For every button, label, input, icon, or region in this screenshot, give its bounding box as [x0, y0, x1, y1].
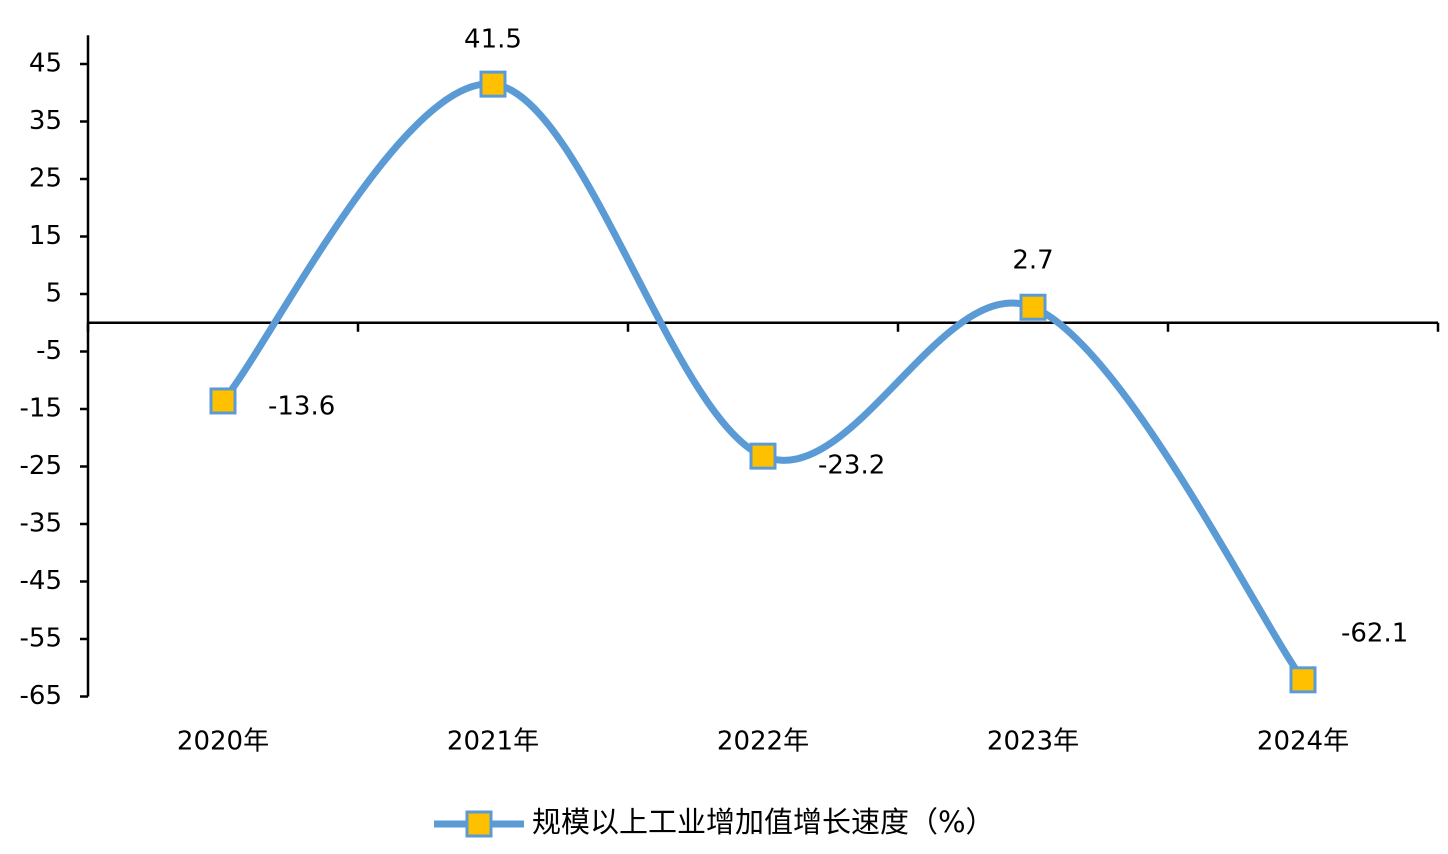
value-label: -23.2: [818, 451, 885, 481]
x-tick-label: 2024年: [1257, 727, 1349, 757]
y-tick-label: -25: [20, 451, 62, 481]
y-tick-label: 15: [29, 221, 62, 251]
legend-marker: [465, 810, 493, 838]
x-tick-label: 2021年: [447, 727, 539, 757]
line: [220, 80, 1306, 682]
marker: [749, 442, 777, 470]
y-tick-label: 35: [29, 106, 62, 136]
y-tick-label: -5: [36, 336, 62, 366]
y-tick-label: 5: [45, 279, 62, 309]
marker: [479, 70, 507, 98]
y-tick-label: -65: [20, 681, 62, 711]
legend-label: 规模以上工业增加值增长速度（%）: [532, 805, 995, 839]
y-tick-label: 25: [29, 164, 62, 194]
value-label: 2.7: [1012, 246, 1053, 276]
marker: [209, 387, 237, 415]
x-tick-label: 2023年: [987, 727, 1079, 757]
y-tick-label: -35: [20, 509, 62, 539]
x-tick-label: 2022年: [717, 727, 809, 757]
y-tick-label: 45: [29, 49, 62, 79]
y-tick-label: -55: [20, 624, 62, 654]
value-label: -13.6: [268, 391, 335, 421]
value-label: -62.1: [1341, 618, 1408, 648]
value-label: 41.5: [464, 25, 522, 55]
marker: [1019, 293, 1047, 321]
y-tick-label: -45: [20, 566, 62, 596]
x-tick-label: 2020年: [177, 727, 269, 757]
y-tick-label: -15: [20, 394, 62, 424]
marker: [1289, 666, 1317, 694]
